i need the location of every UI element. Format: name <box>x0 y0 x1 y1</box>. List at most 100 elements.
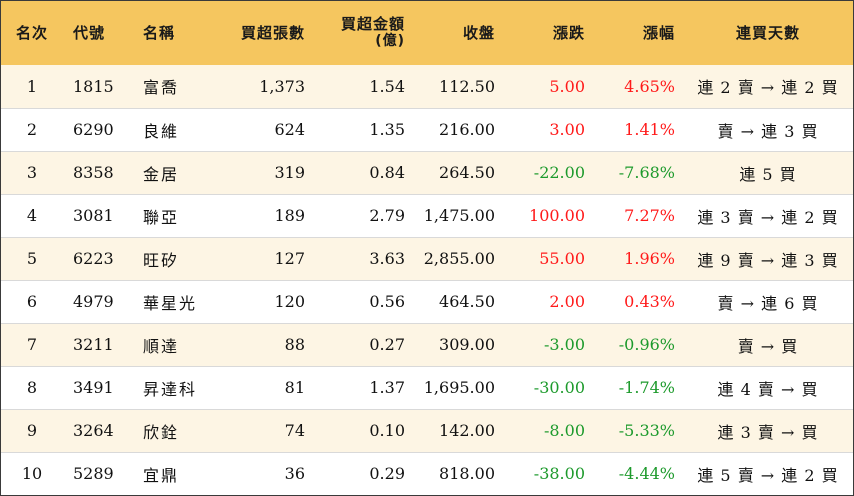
streak-cell: 賣 → 買 <box>737 336 799 356</box>
streak-cell: 連 2 賣 → 連 2 買 <box>697 78 839 98</box>
streak-cell: 連 5 買 <box>739 164 797 184</box>
code-cell: 5289 <box>73 464 114 484</box>
lots-cell: 319 <box>274 163 305 182</box>
close-cell: 464.50 <box>439 292 495 311</box>
close-cell: 142.00 <box>439 421 495 440</box>
code-cell: 3081 <box>73 206 114 225</box>
change-pct-cell: -7.68% <box>618 163 675 182</box>
amount-cell: 0.84 <box>369 163 405 182</box>
name-cell: 聯亞 <box>143 207 180 227</box>
rank-cell: 3 <box>26 163 38 182</box>
change-cell: 3.00 <box>549 120 585 139</box>
change-cell: 55.00 <box>539 249 585 268</box>
table-row: 5 6223 旺矽 127 3.63 2,855.00 55.00 1.96% … <box>1 237 853 280</box>
rank-cell: 6 <box>26 292 38 311</box>
change-pct-cell: 1.41% <box>624 120 675 139</box>
rank-cell: 8 <box>26 378 38 397</box>
header-net-buy-amount-label: 買超金額 <box>340 15 405 33</box>
code-cell: 4979 <box>73 292 114 311</box>
close-cell: 216.00 <box>439 120 495 139</box>
table-row: 9 3264 欣銓 74 0.10 142.00 -8.00 -5.33% 連 … <box>1 409 853 452</box>
close-cell: 1,695.00 <box>423 378 495 397</box>
table-row: 2 6290 良維 624 1.35 216.00 3.00 1.41% 賣 →… <box>1 108 853 151</box>
amount-cell: 3.63 <box>369 249 405 268</box>
rank-cell: 9 <box>26 421 38 440</box>
header-rank: 名次 <box>15 23 48 42</box>
streak-cell: 連 3 賣 → 買 <box>717 422 819 442</box>
streak-cell: 連 4 賣 → 買 <box>717 379 819 399</box>
close-cell: 818.00 <box>439 464 495 484</box>
table-header-row: 名次 代號 名稱 買超張數 買超金額 (億) 收盤 漲跌 漲幅 連買天數 <box>1 1 853 65</box>
close-cell: 264.50 <box>439 163 495 182</box>
name-cell: 華星光 <box>143 293 198 313</box>
amount-cell: 2.79 <box>369 206 405 225</box>
change-pct-cell: 4.65% <box>624 76 675 96</box>
table-row: 6 4979 華星光 120 0.56 464.50 2.00 0.43% 賣 … <box>1 280 853 323</box>
name-cell: 旺矽 <box>143 250 180 270</box>
code-cell: 6290 <box>73 120 114 139</box>
amount-cell: 0.27 <box>369 335 405 354</box>
close-cell: 2,855.00 <box>423 249 495 268</box>
header-code: 代號 <box>73 23 106 42</box>
table-row: 7 3211 順達 88 0.27 309.00 -3.00 -0.96% 賣 … <box>1 323 853 366</box>
close-cell: 112.50 <box>439 76 495 96</box>
close-cell: 1,475.00 <box>423 206 495 225</box>
streak-cell: 連 9 賣 → 連 3 買 <box>697 250 839 270</box>
rank-cell: 4 <box>26 206 38 225</box>
code-cell: 8358 <box>73 163 114 182</box>
lots-cell: 88 <box>284 335 305 354</box>
rank-cell: 1 <box>26 76 38 96</box>
change-cell: -8.00 <box>543 421 585 440</box>
name-cell: 順達 <box>143 336 180 356</box>
header-name: 名稱 <box>143 23 176 42</box>
header-change-pct: 漲幅 <box>642 23 675 42</box>
streak-cell: 連 3 賣 → 連 2 買 <box>697 207 839 227</box>
header-streak: 連買天數 <box>735 23 800 42</box>
name-cell: 良維 <box>143 121 180 141</box>
header-close: 收盤 <box>462 23 495 42</box>
change-cell: -3.00 <box>543 335 585 354</box>
code-cell: 3264 <box>73 421 114 440</box>
code-cell: 6223 <box>73 249 114 268</box>
rank-cell: 5 <box>26 249 38 268</box>
table-row: 10 5289 宜鼎 36 0.29 818.00 -38.00 -4.44% … <box>1 452 853 495</box>
close-cell: 309.00 <box>439 335 495 354</box>
change-pct-cell: -1.74% <box>618 378 675 397</box>
rank-cell: 7 <box>26 335 38 354</box>
table-row: 1 1815 富喬 1,373 1.54 112.50 5.00 4.65% 連… <box>1 65 853 108</box>
amount-cell: 0.10 <box>369 421 405 440</box>
lots-cell: 624 <box>274 120 305 139</box>
change-pct-cell: 1.96% <box>624 249 675 268</box>
code-cell: 3211 <box>73 335 114 354</box>
header-change: 漲跌 <box>552 23 585 42</box>
rank-cell: 10 <box>21 464 43 484</box>
name-cell: 昇達科 <box>143 379 198 399</box>
change-cell: -30.00 <box>533 378 585 397</box>
lots-cell: 81 <box>284 378 305 397</box>
change-cell: 2.00 <box>549 292 585 311</box>
streak-cell: 賣 → 連 3 買 <box>717 121 819 141</box>
change-cell: 5.00 <box>549 76 585 96</box>
amount-cell: 1.54 <box>369 76 405 96</box>
table-row: 4 3081 聯亞 189 2.79 1,475.00 100.00 7.27%… <box>1 194 853 237</box>
code-cell: 1815 <box>73 76 114 96</box>
code-cell: 3491 <box>73 378 114 397</box>
amount-cell: 0.29 <box>369 464 405 484</box>
change-pct-cell: -0.96% <box>618 335 675 354</box>
header-net-buy-amount-unit: (億) <box>375 33 405 49</box>
amount-cell: 1.37 <box>369 378 405 397</box>
change-pct-cell: 7.27% <box>624 206 675 225</box>
name-cell: 富喬 <box>143 78 180 98</box>
header-net-buy-amount: 買超金額 (億) <box>313 1 413 65</box>
change-pct-cell: -5.33% <box>618 421 675 440</box>
change-pct-cell: -4.44% <box>618 464 675 484</box>
rank-cell: 2 <box>26 120 38 139</box>
amount-cell: 1.35 <box>369 120 405 139</box>
table-row: 8 3491 昇達科 81 1.37 1,695.00 -30.00 -1.74… <box>1 366 853 409</box>
name-cell: 宜鼎 <box>143 465 180 485</box>
change-cell: -22.00 <box>533 163 585 182</box>
lots-cell: 74 <box>284 421 305 440</box>
name-cell: 金居 <box>143 164 180 184</box>
change-cell: 100.00 <box>529 206 585 225</box>
